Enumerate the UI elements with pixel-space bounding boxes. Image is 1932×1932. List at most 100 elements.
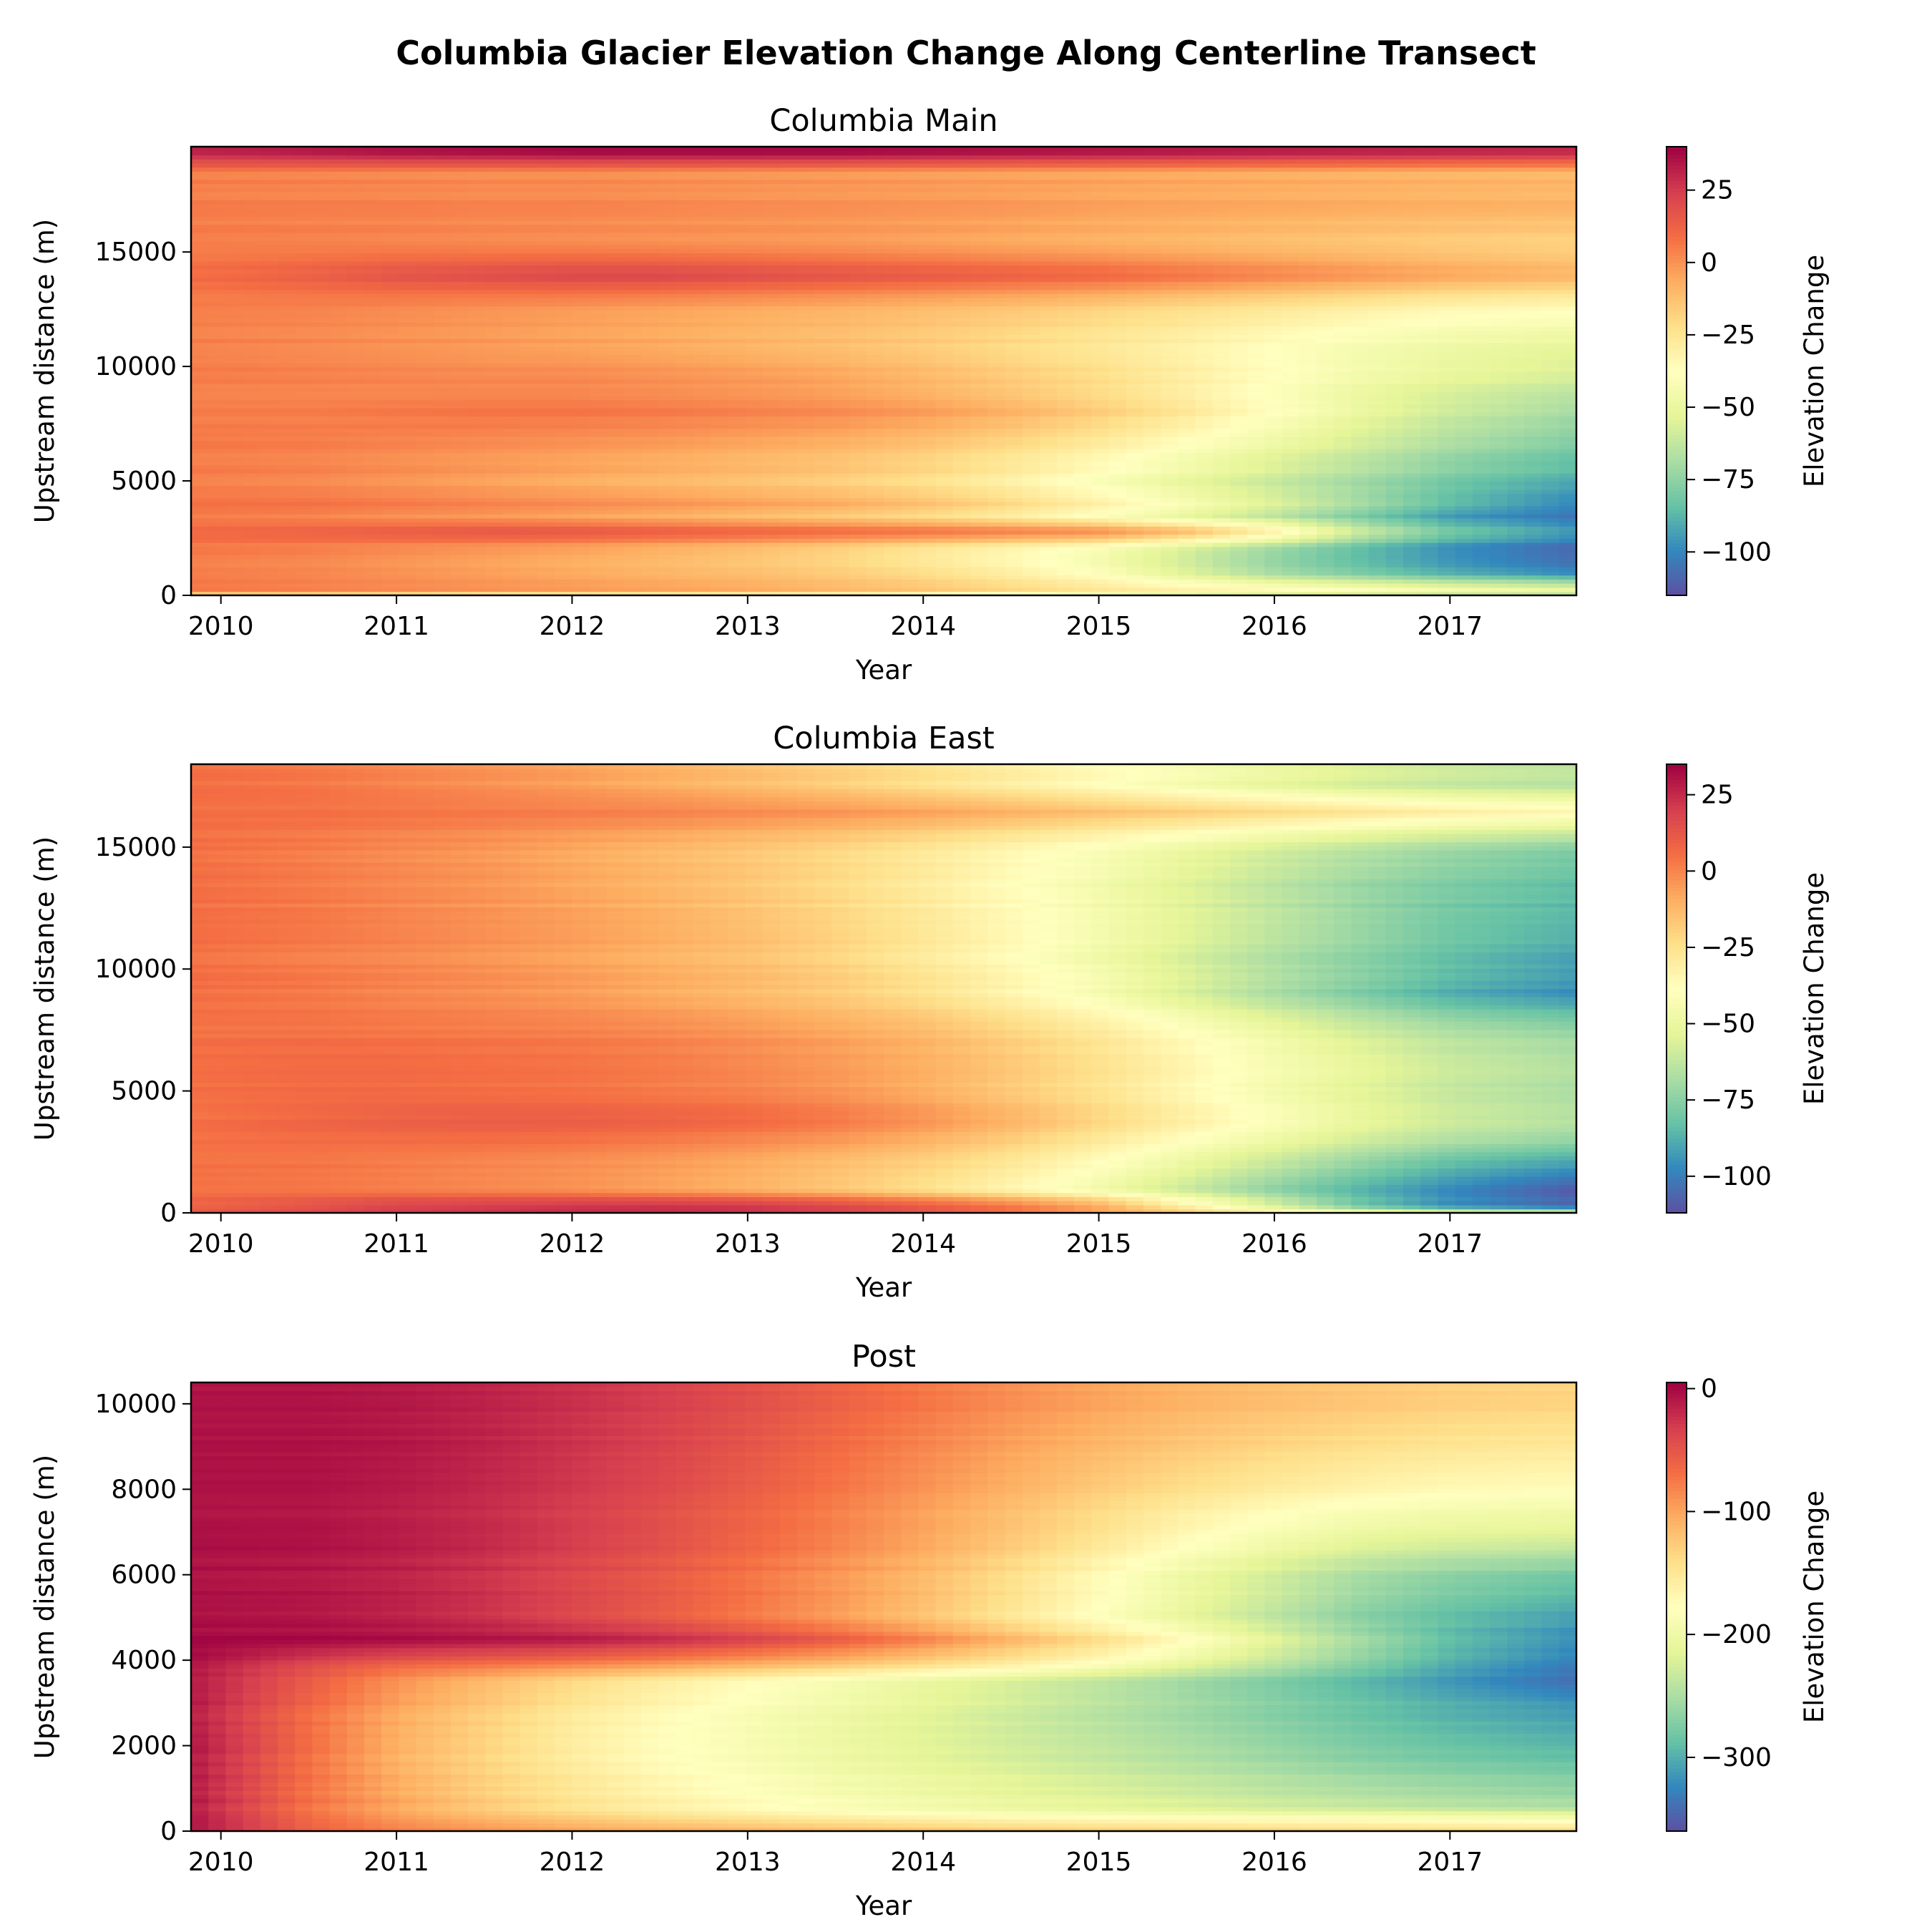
heatmap-cell	[1472, 395, 1491, 401]
heatmap-cell	[745, 562, 763, 567]
heatmap-cell	[346, 517, 365, 523]
heatmap-cell	[451, 493, 469, 498]
heatmap-cell	[797, 363, 815, 368]
heatmap-cell	[970, 358, 988, 364]
heatmap-cell	[1161, 489, 1179, 494]
heatmap-cell	[624, 366, 642, 372]
heatmap-cell	[225, 411, 244, 416]
heatmap-cell	[1039, 522, 1058, 527]
heatmap-cell	[329, 579, 348, 584]
heatmap-cell	[1317, 534, 1335, 539]
heatmap-cell	[191, 575, 209, 580]
heatmap-cell	[537, 363, 555, 368]
heatmap-cell	[658, 526, 677, 531]
heatmap-cell	[641, 509, 660, 514]
heatmap-cell	[1541, 591, 1560, 596]
heatmap-cell	[814, 501, 833, 507]
heatmap-cell	[191, 517, 209, 523]
heatmap-cell	[866, 432, 884, 437]
heatmap-cell	[537, 452, 555, 457]
heatmap-cell	[416, 477, 434, 482]
heatmap-cell	[849, 469, 867, 474]
heatmap-cell	[728, 485, 746, 490]
heatmap-cell	[433, 379, 452, 384]
heatmap-cell	[555, 555, 573, 560]
heatmap-cell	[312, 399, 331, 404]
heatmap-cell	[364, 346, 382, 351]
heatmap-cell	[572, 517, 590, 523]
heatmap-cell	[191, 366, 209, 372]
heatmap-cell	[1108, 416, 1127, 421]
heatmap-cell	[1558, 501, 1577, 507]
heatmap-cell	[884, 469, 902, 474]
heatmap-cell	[278, 379, 296, 384]
heatmap-cell	[1264, 579, 1283, 584]
heatmap-cell	[1195, 395, 1214, 401]
heatmap-cell	[1091, 391, 1110, 396]
heatmap-cell	[762, 411, 781, 416]
heatmap-cell	[468, 399, 487, 404]
heatmap-cell	[1351, 395, 1370, 401]
heatmap-cell	[797, 358, 815, 364]
heatmap-cell	[779, 404, 798, 409]
heatmap-cell	[1299, 351, 1317, 356]
heatmap-cell	[1472, 436, 1491, 441]
heatmap-cell	[901, 538, 919, 543]
heatmap-cell	[555, 371, 573, 376]
heatmap-cell	[451, 534, 469, 539]
heatmap-cell	[606, 395, 625, 401]
heatmap-cell	[1195, 452, 1214, 457]
heatmap-cell	[1264, 481, 1283, 486]
heatmap-cell	[1022, 375, 1040, 380]
heatmap-cell	[555, 526, 573, 531]
heatmap-cell	[918, 555, 937, 560]
heatmap-cell	[1074, 407, 1093, 413]
heatmap-cell	[711, 522, 728, 527]
heatmap-cell	[1039, 481, 1058, 486]
heatmap-cell	[797, 366, 815, 372]
heatmap-cell	[1317, 522, 1335, 527]
heatmap-cell	[779, 448, 798, 454]
heatmap-cell	[987, 383, 1006, 389]
heatmap-cell	[1195, 383, 1214, 389]
heatmap-cell	[312, 505, 331, 511]
heatmap-cell	[589, 448, 608, 454]
heatmap-cell	[1317, 469, 1335, 474]
heatmap-cell	[1438, 342, 1456, 348]
heatmap-cell	[641, 558, 660, 564]
heatmap-cell	[589, 575, 608, 580]
heatmap-cell	[987, 351, 1006, 356]
heatmap-cell	[1403, 542, 1421, 547]
heatmap-cell	[987, 448, 1006, 454]
heatmap-cell	[779, 505, 798, 511]
heatmap-cell	[519, 546, 538, 552]
heatmap-cell	[779, 522, 798, 527]
heatmap-cell	[1005, 407, 1023, 413]
heatmap-cell	[1212, 587, 1231, 592]
heatmap-cell	[1108, 424, 1127, 429]
heatmap-cell	[1247, 379, 1266, 384]
heatmap-cell	[451, 416, 469, 421]
heatmap-cell	[1195, 526, 1214, 531]
heatmap-cell	[1524, 358, 1543, 364]
heatmap-cell	[1368, 457, 1387, 462]
heatmap-cell	[329, 416, 348, 421]
heatmap-cell	[1317, 542, 1335, 547]
heatmap-cell	[1317, 538, 1335, 543]
heatmap-cell	[1039, 399, 1058, 404]
heatmap-cell	[416, 591, 434, 596]
heatmap-cell	[1212, 399, 1231, 404]
heatmap-cell	[1126, 457, 1144, 462]
heatmap-cell	[1022, 457, 1040, 462]
heatmap-cell	[278, 416, 296, 421]
heatmap-cell	[970, 469, 988, 474]
heatmap-cell	[658, 448, 677, 454]
heatmap-cell	[399, 358, 417, 364]
heatmap-cell	[243, 436, 261, 441]
heatmap-cell	[1091, 464, 1110, 470]
heatmap-cell	[1541, 514, 1560, 519]
heatmap-cell	[208, 562, 227, 567]
heatmap-cell	[901, 505, 919, 511]
heatmap-cell	[1334, 570, 1352, 576]
heatmap-cell	[485, 391, 504, 396]
